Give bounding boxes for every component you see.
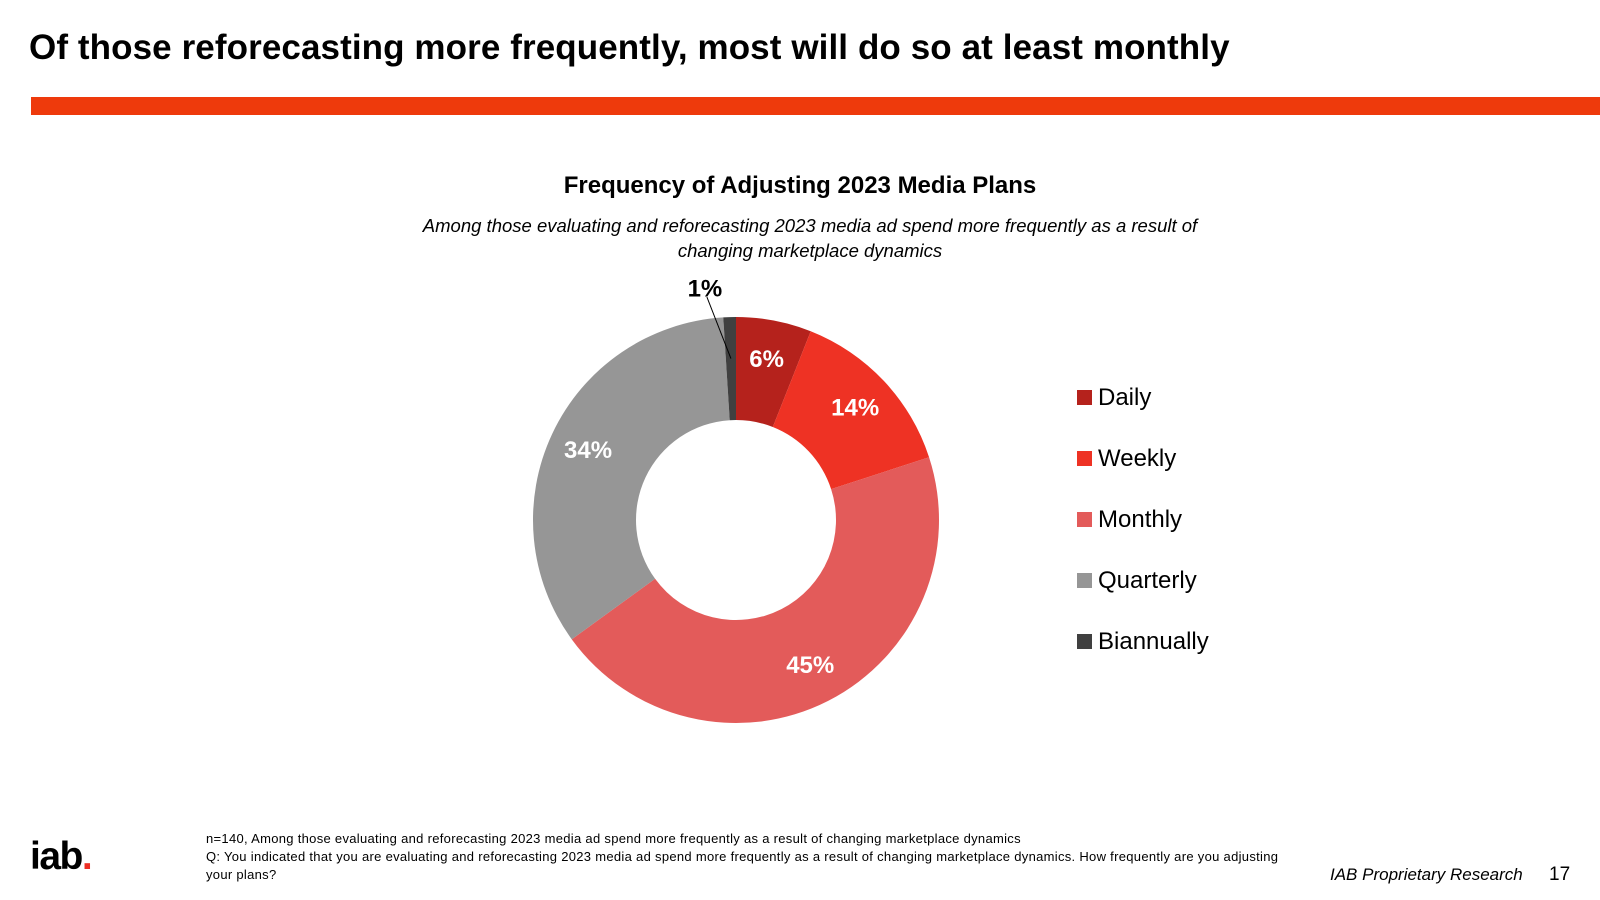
slide-title: Of those reforecasting more frequently, … xyxy=(29,28,1230,67)
slice-quarterly xyxy=(533,317,730,640)
legend-label-biannually: Biannually xyxy=(1098,627,1209,655)
slice-daily xyxy=(736,317,811,428)
data-label-daily: 6% xyxy=(749,346,784,373)
legend-label-daily: Daily xyxy=(1098,383,1152,411)
footnote-question: Q: You indicated that you are evaluating… xyxy=(206,849,1279,882)
legend-item-daily: Daily xyxy=(1077,367,1209,428)
title-accent-bar xyxy=(31,97,1600,115)
legend-swatch-quarterly xyxy=(1077,573,1092,588)
proprietary-label: IAB Proprietary Research xyxy=(1330,865,1523,884)
legend-swatch-weekly xyxy=(1077,451,1092,466)
logo-text: iab xyxy=(30,835,83,878)
legend-label-monthly: Monthly xyxy=(1098,505,1183,533)
legend-swatch-biannually xyxy=(1077,634,1092,649)
data-label-monthly: 45% xyxy=(786,652,834,679)
data-label-biannually: 1% xyxy=(688,276,723,303)
slice-biannually xyxy=(723,317,736,421)
iab-logo: iab. xyxy=(30,835,93,879)
data-label-quarterly: 34% xyxy=(564,437,612,464)
slice-monthly xyxy=(571,457,939,723)
logo-dot: . xyxy=(81,835,93,878)
chart-legend: Daily Weekly Monthly Quarterly Biannually xyxy=(1077,367,1209,672)
legend-item-weekly: Weekly xyxy=(1077,428,1209,489)
footnote: n=140, Among those evaluating and refore… xyxy=(206,830,1296,884)
data-label-weekly: 14% xyxy=(831,395,879,422)
chart-title: Frequency of Adjusting 2023 Media Plans xyxy=(563,172,1037,199)
legend-item-monthly: Monthly xyxy=(1077,489,1209,550)
legend-item-quarterly: Quarterly xyxy=(1077,550,1209,611)
legend-label-weekly: Weekly xyxy=(1098,444,1177,472)
page-number: 17 xyxy=(1549,864,1571,885)
legend-label-quarterly: Quarterly xyxy=(1098,566,1197,594)
legend-swatch-monthly xyxy=(1077,512,1092,527)
legend-swatch-daily xyxy=(1077,390,1092,405)
chart-subtitle: Among those evaluating and reforecasting… xyxy=(422,215,1198,261)
slice-weekly xyxy=(772,331,930,490)
leader-line-biannually xyxy=(706,296,732,359)
footnote-sample-note: n=140, Among those evaluating and refore… xyxy=(206,831,1021,846)
legend-item-biannually: Biannually xyxy=(1077,611,1209,672)
